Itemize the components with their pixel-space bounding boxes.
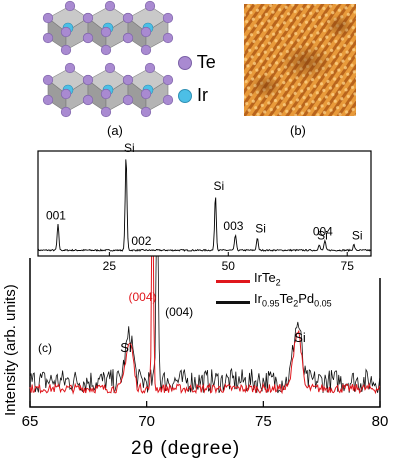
te-atom (104, 62, 116, 74)
inset-peak-label: Si (124, 141, 135, 155)
inset-x-tick-label: 50 (222, 259, 236, 273)
te-atom (60, 26, 72, 38)
te-atom (42, 74, 54, 86)
inset-peak-label: Si (255, 222, 266, 236)
inset-frame (37, 150, 372, 257)
te-atom (140, 88, 152, 100)
main-axes (29, 278, 381, 408)
red-peak-label: (004) (128, 290, 156, 304)
te-atom (122, 32, 134, 44)
legend-pd: Pd (298, 291, 315, 306)
si-annotation: Si (120, 340, 132, 355)
te-atom (82, 32, 94, 44)
te-atom (100, 26, 112, 38)
te-atom (64, 62, 76, 74)
inset-peak-label: Si (317, 228, 328, 242)
inset-peak-label: Si (352, 228, 363, 242)
panel-c-label: (c) (38, 341, 52, 355)
te-atom (82, 12, 94, 24)
inset-x-tick-label: 25 (103, 259, 117, 273)
main-x-tick-label: 65 (22, 413, 39, 430)
te-atom (82, 74, 94, 86)
te-atom (104, 0, 116, 12)
legend-text-irte2: IrTe (254, 270, 276, 285)
te-atom (60, 44, 72, 56)
y-axis-label: Intensity (arb. units) (2, 284, 19, 416)
inset-peak-label: Si (213, 179, 224, 193)
te-atom (162, 74, 174, 86)
panel-b-label: (b) (290, 123, 306, 138)
stm-image (244, 4, 356, 116)
legend-sub-005: 0.05 (314, 298, 332, 309)
inset-x-tick-label: 75 (341, 259, 355, 273)
legend-te: Te (279, 291, 294, 306)
te-atom (122, 74, 134, 86)
black-peak-label: (004) (165, 305, 193, 319)
inset-peak-label: 002 (131, 234, 151, 248)
series-line-pd (29, 189, 381, 394)
te-atom (140, 44, 152, 56)
legend-sub-2b: 2 (293, 298, 299, 309)
legend-label-irte2: IrTe2 (254, 270, 281, 288)
ir-label: Ir (197, 85, 209, 105)
ir-atom-icon (178, 89, 192, 104)
te-atom (60, 88, 72, 100)
te-atom (122, 12, 134, 24)
x-axis-label: 2θ (degree) (131, 438, 241, 459)
inset-peak-label: 001 (46, 208, 66, 222)
te-atom (42, 12, 54, 24)
te-atom (100, 44, 112, 56)
main-x-tick-label: 75 (255, 413, 272, 430)
te-atom-icon (178, 56, 192, 71)
te-atom (122, 94, 134, 106)
te-label: Te (196, 52, 216, 72)
te-atom (42, 32, 54, 44)
legend-sub-095: 0.95 (261, 298, 280, 309)
legend-sub-2: 2 (275, 277, 281, 288)
te-atom (100, 106, 112, 118)
legend-line-pd (216, 301, 250, 304)
series-line-irte2 (29, 189, 381, 395)
te-atom (144, 62, 156, 74)
crystal-structure-figure (42, 0, 174, 118)
legend-ir: Ir (254, 291, 262, 306)
te-atom (140, 106, 152, 118)
inset-peak-label: 003 (223, 219, 243, 233)
atom-legend-te: Te (178, 52, 216, 73)
te-atom (162, 94, 174, 106)
main-x-tick-label: 70 (138, 413, 155, 430)
te-atom (162, 12, 174, 24)
legend-label-pd: Ir0.95Te2Pd0.05 (254, 291, 332, 309)
si-annotation: Si (294, 330, 306, 345)
inset-spectrum-line (37, 159, 371, 252)
te-atom (140, 26, 152, 38)
te-atom (42, 94, 54, 106)
xrd-chart: (004) (004) Si Si 65 70 75 80 001 Si 002 Si 003 Si Si… (22, 141, 389, 430)
inset-peak-label: 004 (313, 225, 333, 239)
te-atom (100, 88, 112, 100)
panel-a-label: (a) (107, 123, 123, 138)
te-atom (60, 106, 72, 118)
te-atom (82, 94, 94, 106)
te-atom (144, 0, 156, 12)
main-x-tick-label: 80 (372, 413, 389, 430)
legend-line-irte2 (216, 280, 250, 283)
te-atom (64, 0, 76, 12)
atom-legend-ir: Ir (178, 85, 208, 106)
te-atom (162, 32, 174, 44)
